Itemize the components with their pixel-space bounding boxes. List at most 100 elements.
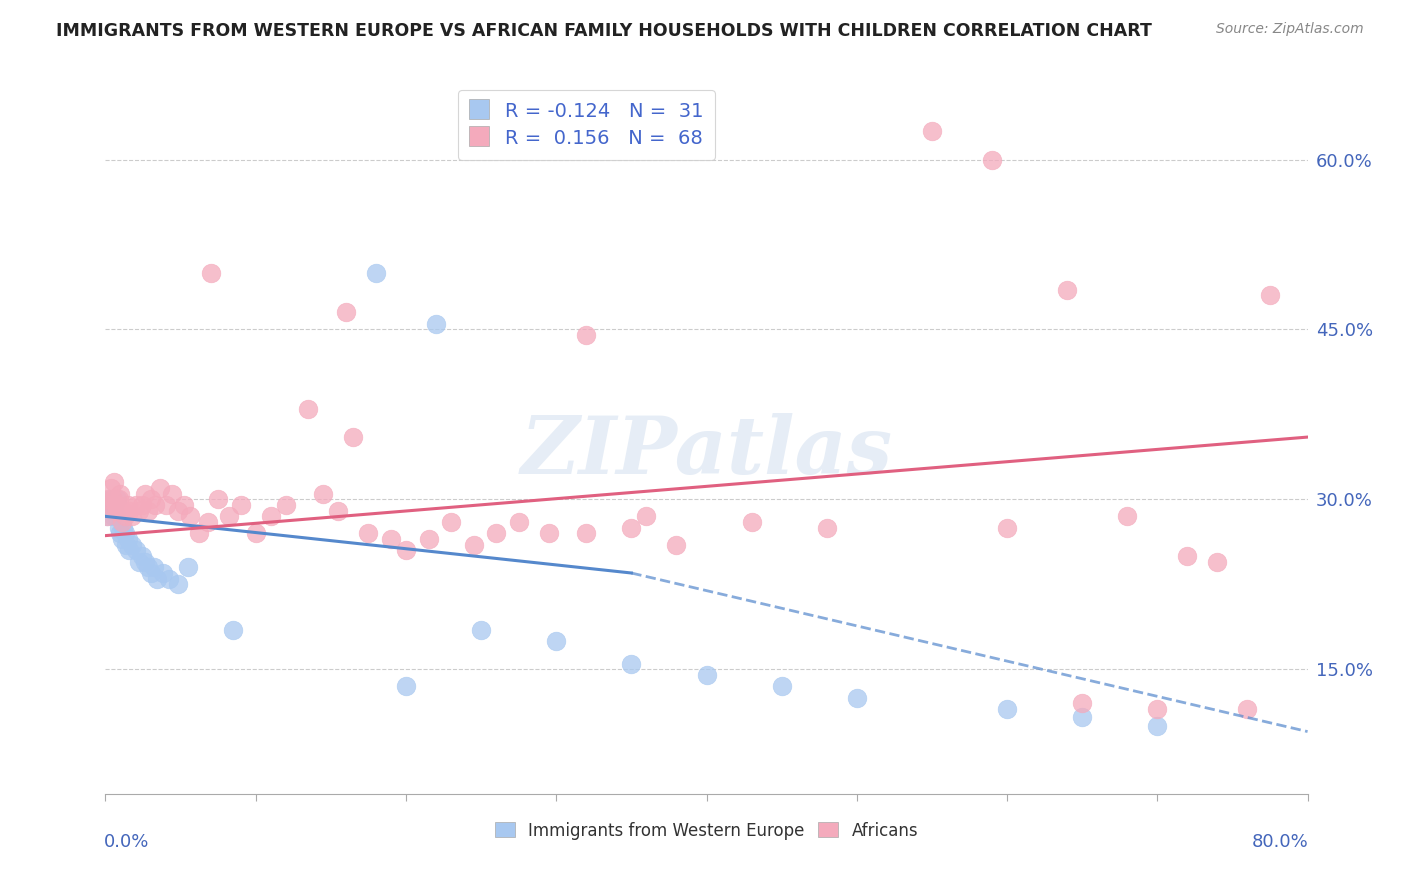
Point xyxy=(134,555,156,569)
Point xyxy=(173,498,195,512)
Point xyxy=(297,401,319,416)
Point xyxy=(121,538,143,552)
Point xyxy=(117,498,139,512)
Point xyxy=(575,526,598,541)
Point xyxy=(620,521,643,535)
Point xyxy=(103,504,125,518)
Point xyxy=(101,509,124,524)
Point xyxy=(131,549,153,563)
Point xyxy=(696,668,718,682)
Point xyxy=(134,486,156,500)
Point xyxy=(114,509,136,524)
Point xyxy=(121,509,143,524)
Point xyxy=(177,560,200,574)
Point xyxy=(328,504,350,518)
Point xyxy=(145,572,167,586)
Point xyxy=(200,266,222,280)
Point xyxy=(118,543,141,558)
Point xyxy=(636,509,658,524)
Point xyxy=(101,492,124,507)
Point xyxy=(110,486,132,500)
Point xyxy=(148,481,170,495)
Point xyxy=(485,526,508,541)
Point xyxy=(128,555,150,569)
Point xyxy=(260,509,283,524)
Point xyxy=(131,498,153,512)
Point xyxy=(218,509,240,524)
Point xyxy=(179,509,201,524)
Point xyxy=(425,317,447,331)
Point xyxy=(665,538,688,552)
Point xyxy=(380,532,402,546)
Point xyxy=(1258,288,1281,302)
Point xyxy=(98,492,121,507)
Point xyxy=(107,504,129,518)
Point xyxy=(357,526,380,541)
Text: IMMIGRANTS FROM WESTERN EUROPE VS AFRICAN FAMILY HOUSEHOLDS WITH CHILDREN CORREL: IMMIGRANTS FROM WESTERN EUROPE VS AFRICA… xyxy=(56,22,1152,40)
Text: 0.0%: 0.0% xyxy=(104,833,149,851)
Text: 80.0%: 80.0% xyxy=(1251,833,1309,851)
Point xyxy=(118,504,141,518)
Point xyxy=(187,526,209,541)
Point xyxy=(395,679,418,693)
Point xyxy=(117,532,139,546)
Point xyxy=(103,475,125,490)
Point xyxy=(845,690,868,705)
Point xyxy=(537,526,560,541)
Point xyxy=(136,504,159,518)
Point xyxy=(110,526,132,541)
Point xyxy=(1206,555,1229,569)
Point xyxy=(128,504,150,518)
Point xyxy=(981,153,1004,167)
Point xyxy=(136,560,159,574)
Point xyxy=(166,577,188,591)
Point xyxy=(107,492,129,507)
Point xyxy=(222,623,245,637)
Point xyxy=(995,521,1018,535)
Point xyxy=(1116,509,1139,524)
Text: Source: ZipAtlas.com: Source: ZipAtlas.com xyxy=(1216,22,1364,37)
Point xyxy=(97,492,120,507)
Point xyxy=(100,481,122,495)
Point xyxy=(470,623,492,637)
Point xyxy=(96,509,118,524)
Point xyxy=(160,486,183,500)
Point xyxy=(207,492,229,507)
Point xyxy=(115,538,138,552)
Point xyxy=(229,498,252,512)
Point xyxy=(1175,549,1198,563)
Point xyxy=(142,560,165,574)
Y-axis label: Family Households with Children: Family Households with Children xyxy=(0,302,8,572)
Point xyxy=(508,515,530,529)
Point xyxy=(620,657,643,671)
Legend: Immigrants from Western Europe, Africans: Immigrants from Western Europe, Africans xyxy=(488,815,925,847)
Point xyxy=(114,526,136,541)
Point xyxy=(815,521,838,535)
Point xyxy=(108,492,131,507)
Point xyxy=(575,328,598,343)
Text: ZIPatlas: ZIPatlas xyxy=(520,413,893,490)
Point xyxy=(197,515,219,529)
Point xyxy=(546,634,568,648)
Point xyxy=(98,498,121,512)
Point xyxy=(921,124,943,138)
Point xyxy=(111,515,134,529)
Point xyxy=(440,515,463,529)
Point xyxy=(100,498,122,512)
Point xyxy=(1146,719,1168,733)
Point xyxy=(143,498,166,512)
Point xyxy=(1071,710,1094,724)
Point xyxy=(155,498,177,512)
Point xyxy=(1146,702,1168,716)
Point xyxy=(342,430,364,444)
Point xyxy=(770,679,793,693)
Point xyxy=(1071,696,1094,710)
Point xyxy=(157,572,180,586)
Point xyxy=(108,521,131,535)
Point xyxy=(463,538,485,552)
Point xyxy=(335,305,357,319)
Point xyxy=(139,492,162,507)
Point xyxy=(152,566,174,580)
Point xyxy=(1056,283,1078,297)
Point xyxy=(166,504,188,518)
